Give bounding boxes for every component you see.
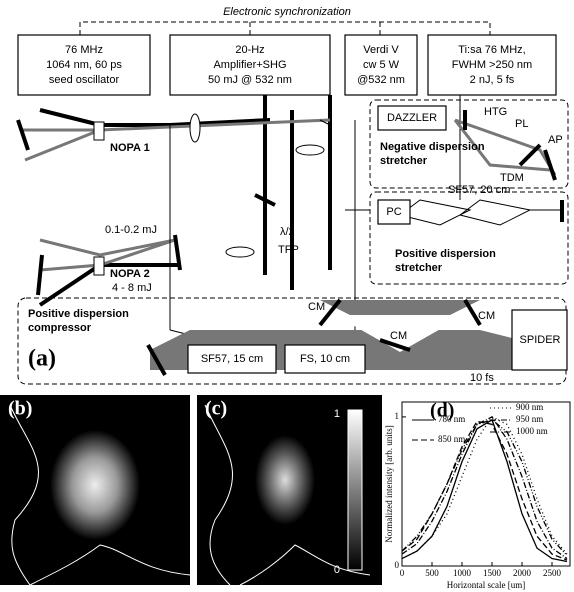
beam-image <box>50 430 140 540</box>
x-tick-label: 500 <box>425 568 439 578</box>
label: SF57, 20 cm <box>448 184 510 196</box>
series-line <box>402 421 567 560</box>
colorbar-label: 0 <box>334 564 340 576</box>
sync-label: Electronic synchronization <box>223 6 351 18</box>
x-tick-label: 2000 <box>513 568 532 578</box>
box-text: Verdi V <box>363 44 399 56</box>
label: PL <box>515 118 528 130</box>
colorbar-label: 1 <box>334 408 340 420</box>
label: NOPA 2 <box>110 268 150 280</box>
sync-line <box>80 22 490 35</box>
panel-label: (b) <box>8 398 32 420</box>
x-axis-label: Horizontal scale [um] <box>447 580 525 590</box>
panel-label: (c) <box>205 398 227 420</box>
box-text: @532 nm <box>357 74 405 86</box>
label: Negative dispersion <box>380 141 485 153</box>
label: Positive dispersion <box>395 248 496 260</box>
box-text: 2 nJ, 5 fs <box>470 74 515 86</box>
label: CM <box>390 330 407 342</box>
series-line <box>402 417 567 559</box>
box-text: Amplifier+SHG <box>213 59 286 71</box>
x-tick-label: 2500 <box>543 568 562 578</box>
label: CM <box>478 310 495 322</box>
panel-label: (a) <box>28 346 56 372</box>
x-tick-label: 1000 <box>453 568 472 578</box>
box-text: 20-Hz <box>235 44 264 56</box>
series-line <box>402 417 567 559</box>
label: 0.1-0.2 mJ <box>105 224 157 236</box>
legend-label: 850 nm <box>438 434 465 444</box>
x-tick-label: 1500 <box>483 568 502 578</box>
label: PC <box>386 206 401 218</box>
legend-label: 900 nm <box>516 402 543 412</box>
box-text: Ti:sa 76 MHz, <box>458 44 525 56</box>
label: HTG <box>484 106 507 118</box>
label: compressor <box>28 322 92 334</box>
legend-label: 1000 nm <box>516 426 548 436</box>
label: TDM <box>500 172 524 184</box>
y-tick-label: 1 <box>395 411 400 421</box>
y-tick-label: 0 <box>395 560 400 570</box>
beam-image <box>255 435 315 525</box>
colorbar <box>348 410 362 570</box>
legend-label: 950 nm <box>516 414 543 424</box>
label: TFP <box>278 244 299 256</box>
series-line <box>402 420 567 562</box>
label: stretcher <box>395 262 443 274</box>
label: FS, 10 cm <box>300 353 350 365</box>
box-text: 76 MHz <box>65 44 103 56</box>
label: 10 fs <box>470 372 494 384</box>
box-text: 50 mJ @ 532 nm <box>208 74 292 86</box>
label: SPIDER <box>520 334 561 346</box>
label: SF57, 15 cm <box>201 353 263 365</box>
label: Positive dispersion <box>28 308 129 320</box>
label: λ/2 <box>280 226 295 238</box>
x-tick-label: 0 <box>400 568 405 578</box>
pump-beam <box>265 95 330 290</box>
box-text: seed oscillator <box>49 74 120 86</box>
label: CM <box>308 301 325 313</box>
figure: Electronic synchronization 76 MHz 1064 n… <box>0 0 574 592</box>
y-axis-label: Normalized intensity [arb. units] <box>384 425 394 542</box>
box-text: FWHM >250 nm <box>452 59 532 71</box>
label: NOPA 1 <box>110 142 150 154</box>
legend-label: 780 nm <box>438 414 465 424</box>
line-chart: 0 500 1000 1500 2000 2500 0 1 Horizontal scale [… <box>384 402 570 590</box>
label: 4 - 8 mJ <box>112 282 152 294</box>
label: DAZZLER <box>387 112 437 124</box>
box-text: 1064 nm, 60 ps <box>46 59 122 71</box>
box-text: cw 5 W <box>363 59 400 71</box>
label: stretcher <box>380 155 428 167</box>
label: AP <box>548 134 563 146</box>
